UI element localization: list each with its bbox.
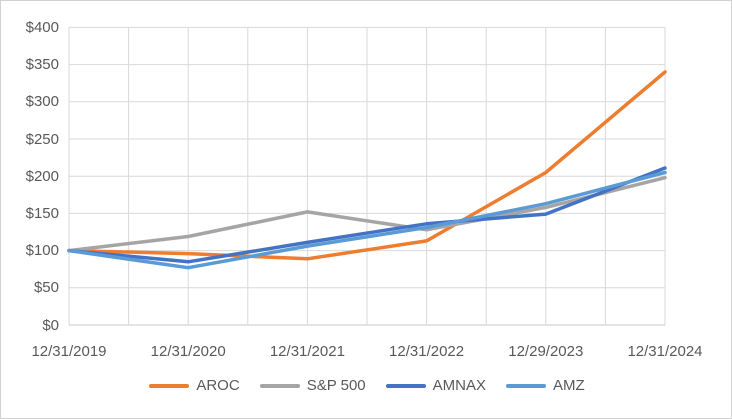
legend-item-aroc[interactable]: AROC xyxy=(149,377,240,395)
legend-label: AMZ xyxy=(552,377,585,394)
legend-label: S&P 500 xyxy=(306,377,366,394)
x-axis-label: 12/29/2023 xyxy=(508,343,584,360)
series-line-amnax[interactable] xyxy=(67,166,667,264)
legend-line-swatch-icon xyxy=(149,383,190,389)
x-axis-label: 12/31/2021 xyxy=(269,343,345,360)
y-axis-label: $300 xyxy=(25,93,59,111)
x-axis-label: 12/31/2022 xyxy=(389,343,465,360)
legend-line-swatch-icon xyxy=(259,383,300,389)
legend-label: AMNAX xyxy=(432,377,486,394)
legend-line-swatch-icon xyxy=(505,383,546,389)
legend: AROC S&P 500 AMNAX AMZ xyxy=(1,377,731,395)
y-axis-label: $50 xyxy=(33,279,59,297)
series-line-amz[interactable] xyxy=(67,170,667,270)
y-axis-label: $200 xyxy=(25,167,59,185)
x-axis-label: 12/31/2020 xyxy=(150,343,226,360)
legend-label: AROC xyxy=(196,377,240,394)
series-line-s-p-500[interactable] xyxy=(67,175,667,253)
legend-line-swatch-icon xyxy=(385,383,426,389)
y-axis-label: $250 xyxy=(25,130,59,148)
legend-item-amz[interactable]: AMZ xyxy=(505,377,585,395)
x-axis-label: 12/31/2019 xyxy=(31,343,107,360)
x-axis-label: 12/31/2024 xyxy=(627,343,703,360)
y-axis-label: $100 xyxy=(25,242,59,260)
y-axis-label: $150 xyxy=(25,204,59,222)
legend-item-amnax[interactable]: AMNAX xyxy=(385,377,486,395)
y-axis-label: $0 xyxy=(42,316,59,334)
y-axis-label: $350 xyxy=(25,56,59,74)
series-line-aroc[interactable] xyxy=(67,70,667,261)
y-axis-label: $400 xyxy=(25,18,59,36)
legend-item-s-p-500[interactable]: S&P 500 xyxy=(259,377,366,395)
